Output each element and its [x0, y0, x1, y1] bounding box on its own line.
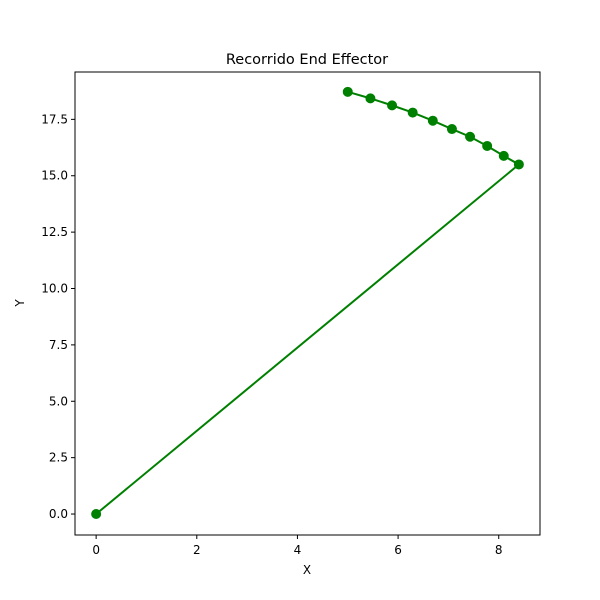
- y-tick-label: 10.0: [41, 282, 68, 296]
- x-tick-label: 0: [92, 543, 100, 557]
- data-point: [446, 124, 457, 135]
- y-tick-label: 15.0: [41, 169, 68, 183]
- data-point: [427, 115, 438, 126]
- y-tick-label: 5.0: [49, 394, 68, 408]
- y-axis-label: Y: [13, 299, 27, 308]
- x-axis-label: X: [303, 563, 311, 577]
- x-axis: 0 2 4 6 8: [92, 535, 503, 557]
- y-tick-label: 0.0: [49, 507, 68, 521]
- x-tick-label: 6: [394, 543, 402, 557]
- data-point: [342, 86, 353, 97]
- y-tick-label: 17.5: [41, 112, 68, 126]
- series-line: [95, 90, 521, 515]
- data-point: [513, 159, 524, 170]
- y-axis: 0.0 2.5 5.0 7.5 10.0 12.5 15.0 17.5: [41, 112, 75, 521]
- y-tick-label: 2.5: [49, 451, 68, 465]
- x-tick-label: 2: [193, 543, 201, 557]
- x-tick-label: 8: [495, 543, 503, 557]
- y-tick-label: 12.5: [41, 225, 68, 239]
- x-tick-label: 4: [294, 543, 302, 557]
- chart-title: Recorrido End Effector: [226, 52, 388, 68]
- data-point: [387, 100, 398, 111]
- data-point: [365, 93, 376, 104]
- plot-area: [91, 86, 524, 520]
- y-tick-label: 7.5: [49, 338, 68, 352]
- axes-frame: [74, 71, 541, 536]
- data-point: [465, 131, 476, 142]
- data-point: [498, 150, 509, 161]
- data-point: [407, 107, 418, 118]
- data-point: [91, 509, 102, 520]
- data-point: [482, 140, 493, 151]
